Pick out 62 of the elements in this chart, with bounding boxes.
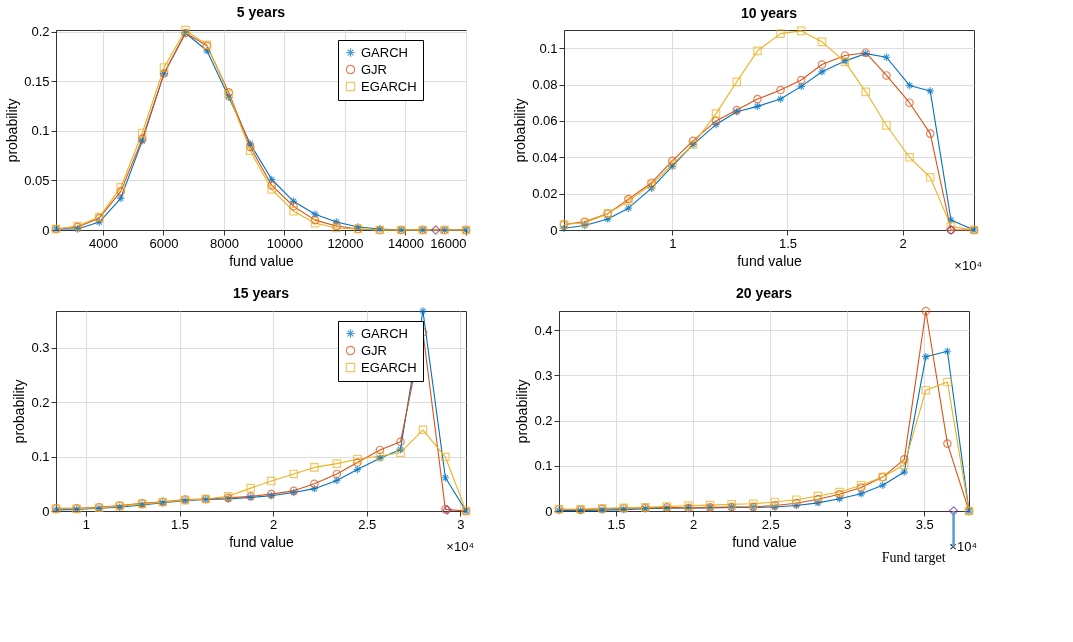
x-tick-label: 1.5 bbox=[171, 516, 190, 532]
chart-title: 10 years bbox=[740, 4, 798, 21]
x-tick-label: 6000 bbox=[149, 235, 179, 251]
x-axis-title: fund value bbox=[229, 533, 295, 550]
legend-label: GARCH bbox=[361, 325, 408, 341]
y-axis-title: probability bbox=[4, 98, 21, 163]
y-tick-label: 0.4 bbox=[534, 322, 553, 338]
x-tick-label: 2 bbox=[899, 235, 907, 251]
x-tick-label: 3 bbox=[457, 516, 465, 532]
x-axis-title: fund value bbox=[732, 533, 798, 550]
x-tick-label: 1.5 bbox=[778, 235, 797, 251]
y-tick-label: 0.1 bbox=[31, 123, 50, 139]
y-tick-label: 0.08 bbox=[532, 77, 558, 93]
y-tick-label: 0 bbox=[545, 503, 553, 519]
y-tick-label: 0 bbox=[550, 222, 558, 238]
y-tick-label: 0 bbox=[42, 503, 50, 519]
x-axis-title: fund value bbox=[737, 252, 803, 269]
x-tick-label: 1.5 bbox=[607, 516, 626, 532]
y-tick-label: 0 bbox=[42, 222, 50, 238]
x-axis-title: fund value bbox=[229, 252, 295, 269]
y-tick-label: 0.1 bbox=[31, 449, 50, 464]
x-tick-label: 1 bbox=[669, 235, 677, 251]
chart-title: 15 years bbox=[232, 284, 290, 301]
x-tick-label: 12000 bbox=[327, 235, 364, 251]
text: ×10⁴ bbox=[446, 539, 474, 554]
x-tick-label: 1 bbox=[82, 516, 91, 532]
legend-label: GARCH bbox=[361, 44, 408, 60]
y-tick-label: 0.2 bbox=[31, 394, 50, 410]
y-tick-label: 0.15 bbox=[24, 73, 50, 89]
chart-title: 20 years bbox=[735, 284, 793, 301]
y-axis-title: probability bbox=[514, 379, 531, 444]
x-tick-label: 3.5 bbox=[915, 516, 934, 532]
x-tick-label: 2.5 bbox=[761, 516, 780, 532]
x-tick-label: 2 bbox=[270, 516, 278, 532]
y-tick-label: 0.04 bbox=[532, 149, 558, 165]
y-tick-label: 0.2 bbox=[534, 413, 553, 428]
x-tick-label: 16000 bbox=[430, 235, 467, 251]
text: ×10⁴ bbox=[954, 258, 982, 273]
x-tick-label: 2.5 bbox=[358, 516, 377, 532]
x-tick-label: 14000 bbox=[387, 235, 425, 251]
x-tick-label: 2 bbox=[689, 516, 698, 532]
x-tick-label: 3 bbox=[844, 516, 852, 532]
y-tick-label: 0.1 bbox=[539, 40, 558, 56]
y-tick-label: 0.06 bbox=[532, 113, 558, 129]
y-tick-label: 0.3 bbox=[31, 340, 50, 356]
legend-label: EGARCH bbox=[361, 78, 417, 94]
y-axis-title: probability bbox=[11, 379, 28, 444]
legend-label: EGARCH bbox=[361, 359, 417, 375]
y-tick-label: 0.3 bbox=[534, 367, 553, 383]
legend-label: GJR bbox=[361, 342, 387, 358]
annotation: Fund target bbox=[881, 550, 946, 565]
chart-title: 5 years bbox=[236, 3, 286, 20]
x-tick-label: 10000 bbox=[266, 235, 304, 251]
x-tick-label: 8000 bbox=[209, 235, 239, 251]
y-tick-label: 0.1 bbox=[534, 458, 553, 474]
text: ×10⁴ bbox=[949, 539, 977, 554]
y-tick-label: 0.2 bbox=[31, 24, 50, 40]
y-tick-label: 0.02 bbox=[532, 186, 558, 202]
legend-label: GJR bbox=[361, 61, 387, 77]
y-axis-title: probability bbox=[512, 98, 529, 163]
y-tick-label: 0.05 bbox=[24, 173, 50, 188]
x-tick-label: 4000 bbox=[88, 235, 118, 251]
